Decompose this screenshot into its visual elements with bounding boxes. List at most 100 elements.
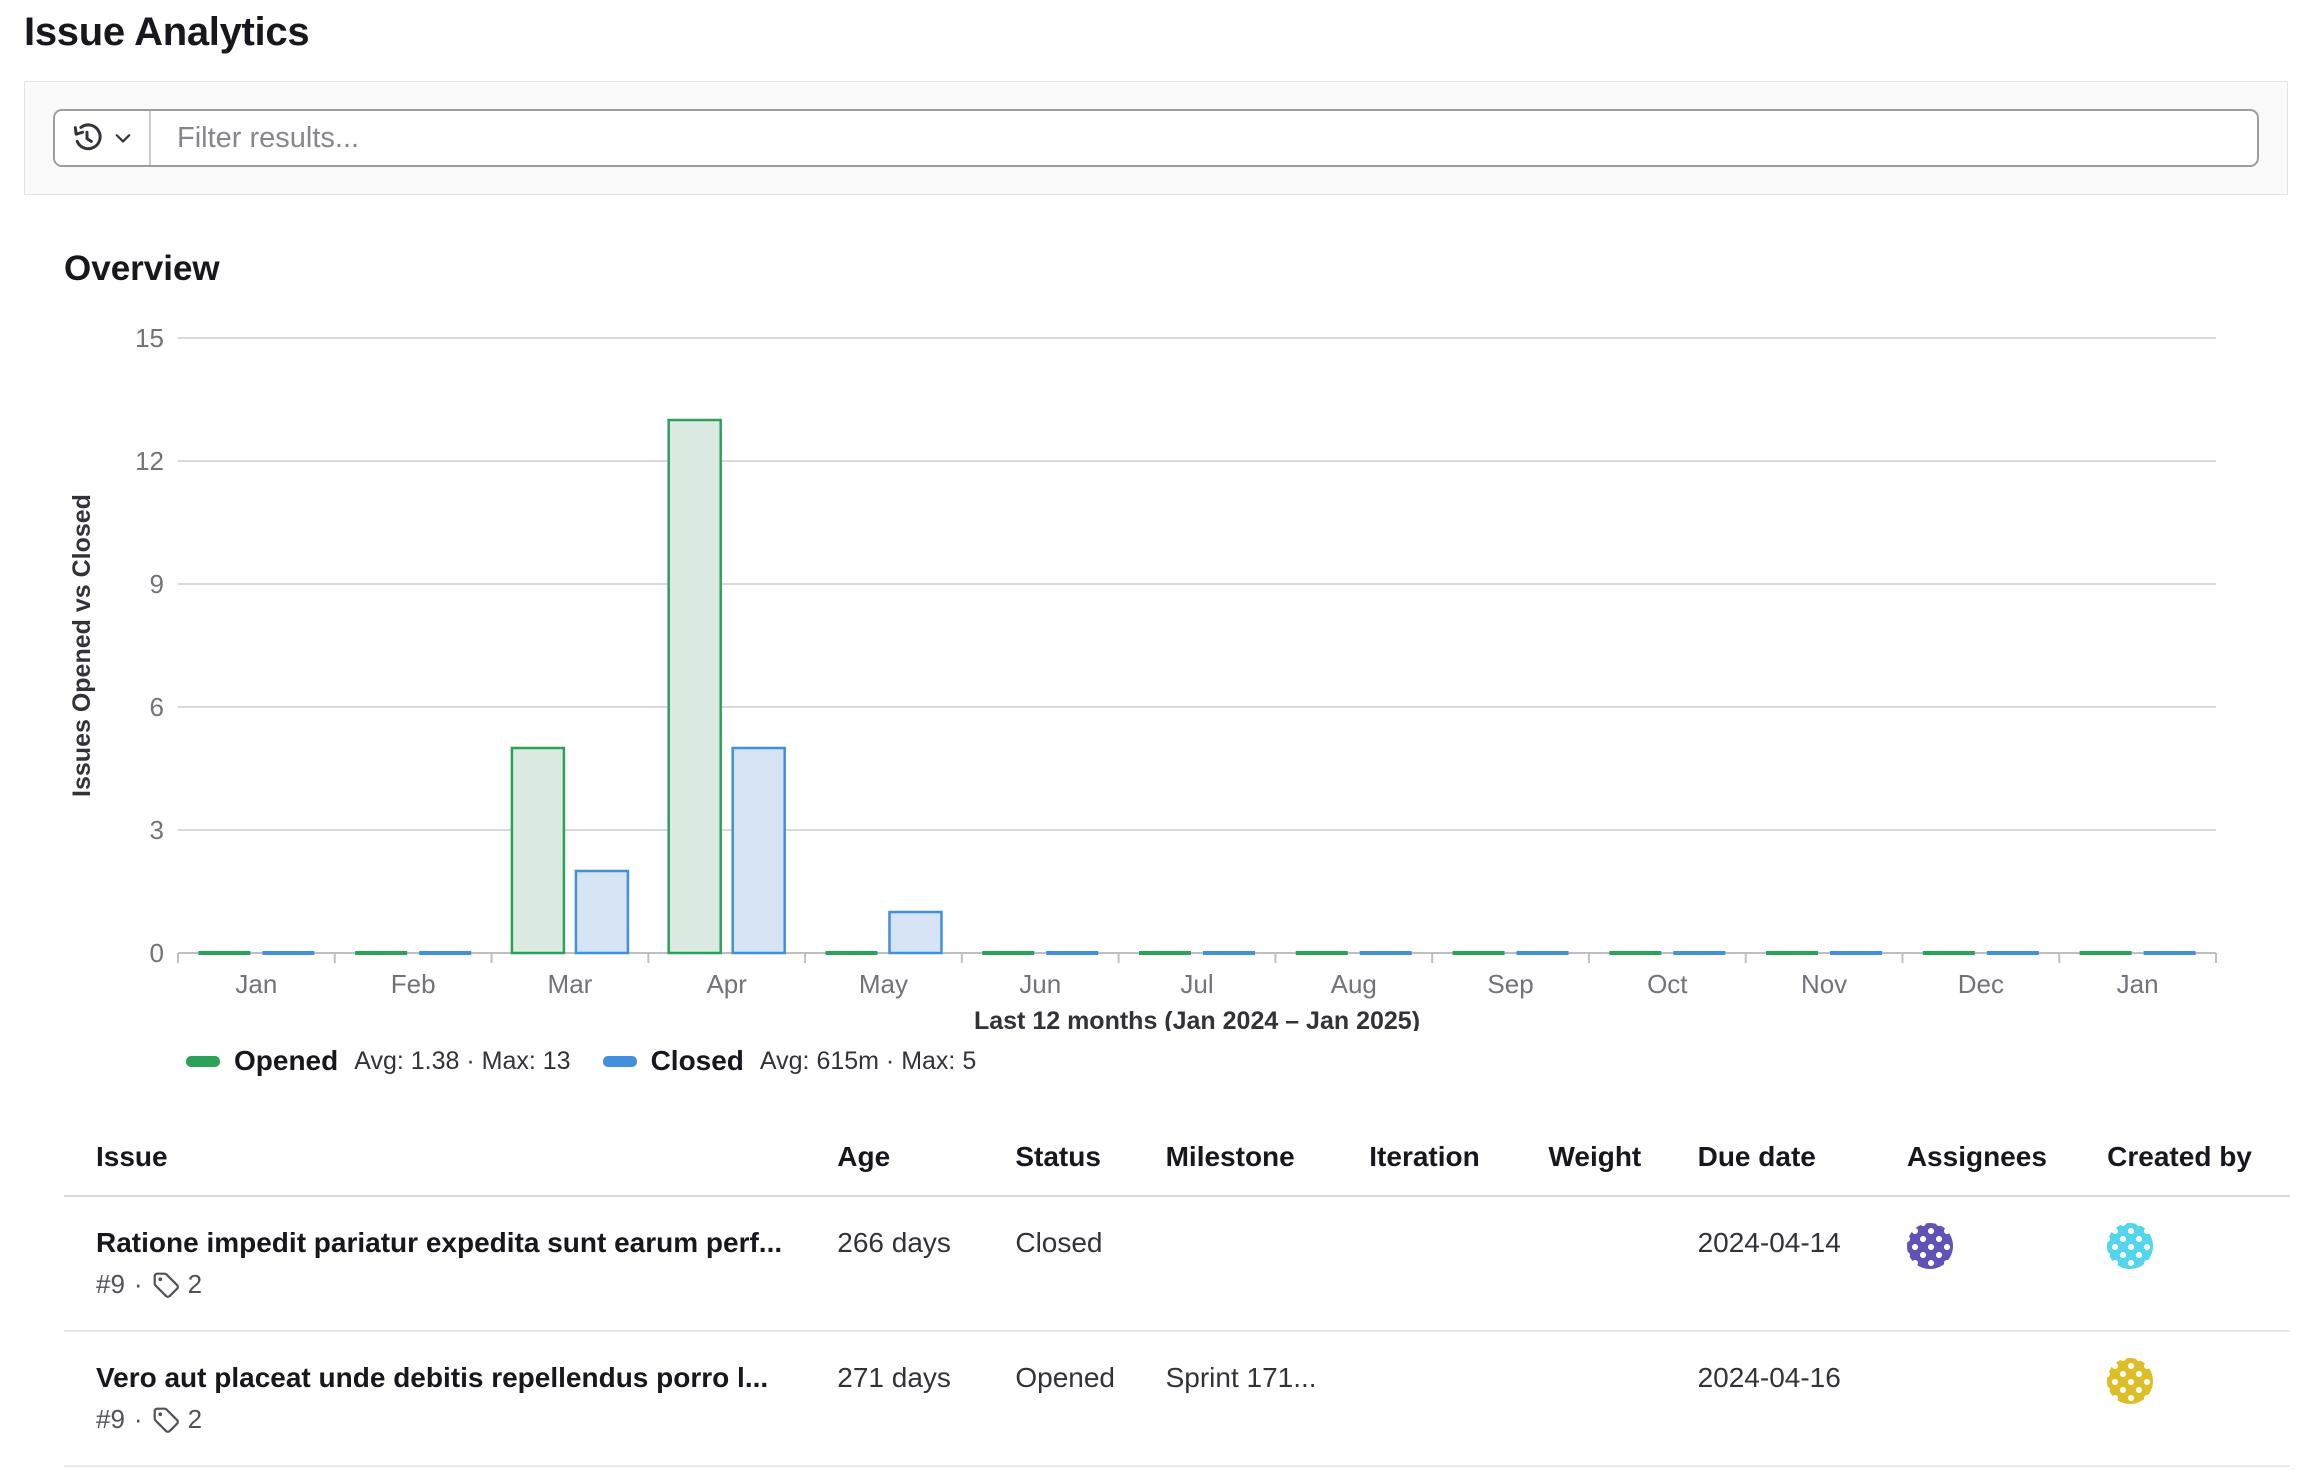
bar-closed-Jul [1203, 951, 1255, 955]
issue-link[interactable]: Vero aut placeat unde debitis repellendu… [96, 1362, 769, 1393]
x-tick-label: Jun [1019, 969, 1061, 999]
chart-legend: Opened Avg: 1.38 · Max: 13 Closed Avg: 6… [186, 1045, 2290, 1077]
age-cell: 271 days [805, 1331, 984, 1467]
bar-opened-Oct [1609, 951, 1662, 955]
status-cell: Closed [983, 1196, 1134, 1332]
issue-meta: #9 · 2 [96, 1269, 789, 1300]
table-row: Vero aut placeat unde debitis repellendu… [64, 1331, 2290, 1467]
column-header-due-date: Due date [1665, 1127, 1875, 1197]
due-date-cell: 2024-04-16 [1665, 1331, 1875, 1467]
bar-opened-Dec [1922, 951, 1975, 955]
bar-opened-Jun [982, 951, 1035, 955]
column-header-assignees: Assignees [1874, 1127, 2076, 1197]
created-by-avatar[interactable] [2107, 1358, 2154, 1404]
label-tag-icon [153, 1272, 179, 1298]
x-axis-title: Last 12 months (Jan 2024 – Jan 2025) [974, 1007, 1420, 1031]
issue-ref: #9 [96, 1404, 125, 1434]
x-tick-label: Jan [2117, 969, 2159, 999]
history-icon [73, 123, 102, 151]
due-date-cell: 2024-04-14 [1665, 1196, 1875, 1332]
y-tick-label: 6 [150, 692, 164, 722]
y-tick-label: 12 [135, 446, 164, 476]
filter-history-button[interactable] [55, 111, 151, 165]
issue-cell: Vero aut placeat unde debitis repellendu… [64, 1331, 806, 1467]
filter-input-group [53, 109, 2259, 167]
assignee-avatar[interactable] [1906, 1223, 1953, 1269]
x-tick-label: Mar [548, 969, 593, 999]
created-by-cell [2075, 1331, 2290, 1467]
bar-closed-Dec [1986, 951, 2039, 955]
meta-separator: · [133, 1269, 143, 1299]
assignees-cell [1874, 1331, 2076, 1467]
y-tick-label: 3 [150, 815, 164, 845]
issues-table: Issue Age Status Milestone Iteration Wei… [64, 1127, 2290, 1467]
bar-closed-Mar [574, 869, 630, 955]
label-count: 2 [187, 1269, 203, 1299]
bar-closed-Jan [262, 951, 315, 955]
bar-opened-Jan [198, 951, 251, 955]
filter-input[interactable] [151, 111, 2257, 165]
x-tick-label: Nov [1801, 969, 1847, 999]
bar-closed-Apr [731, 746, 786, 955]
bar-opened-Jul [1139, 951, 1191, 955]
column-header-status: Status [983, 1127, 1134, 1197]
legend-stats-closed: Avg: 615m · Max: 5 [759, 1046, 977, 1075]
column-header-milestone: Milestone [1133, 1127, 1338, 1197]
column-header-weight: Weight [1516, 1127, 1666, 1197]
legend-label-closed: Closed [650, 1045, 744, 1076]
table-header-row: Issue Age Status Milestone Iteration Wei… [64, 1127, 2290, 1197]
milestone-cell [1133, 1196, 1338, 1332]
y-axis-title: Issues Opened vs Closed [68, 494, 96, 797]
y-tick-label: 9 [150, 569, 164, 599]
x-tick-label: Jan [235, 969, 277, 999]
bar-closed-Jun [1046, 951, 1099, 955]
y-tick-label: 0 [150, 938, 164, 968]
created-by-avatar[interactable] [2107, 1223, 2154, 1269]
created-by-cell [2075, 1196, 2290, 1332]
column-header-age: Age [805, 1127, 984, 1197]
chevron-down-icon [115, 134, 131, 143]
bar-closed-Aug [1359, 951, 1412, 955]
issues-opened-closed-chart: 0 3 6 9 12 15 Issues Opened vs Closed Jan Feb Mar… [64, 315, 2290, 1077]
x-tick-label: Oct [1647, 969, 1688, 999]
bar-closed-Feb [419, 951, 472, 955]
x-tick-label: May [859, 969, 908, 999]
issue-link[interactable]: Ratione impedit pariatur expedita sunt e… [96, 1227, 783, 1258]
page-title: Issue Analytics [24, 10, 310, 54]
legend-item-closed: Closed Avg: 615m · Max: 5 [602, 1045, 977, 1077]
legend-swatch-closed [602, 1055, 637, 1067]
bar-opened-Mar [510, 746, 566, 955]
column-header-iteration: Iteration [1337, 1127, 1517, 1197]
age-cell: 266 days [805, 1196, 984, 1332]
y-tick-label: 15 [135, 323, 164, 353]
bar-opened-May [825, 951, 878, 955]
legend-item-opened: Opened Avg: 1.38 · Max: 13 [186, 1045, 571, 1077]
chart-canvas: 0 3 6 9 12 15 Issues Opened vs Closed Jan Feb Mar… [68, 323, 2217, 1031]
bar-opened-Sep [1452, 951, 1505, 955]
bar-opened-Apr [667, 418, 722, 955]
label-tag-icon [153, 1407, 179, 1433]
x-tick-label: Feb [391, 969, 436, 999]
legend-label-opened: Opened [234, 1045, 339, 1076]
issue-meta: #9 · 2 [96, 1404, 789, 1435]
bar-opened-Jan [2079, 951, 2132, 955]
x-tick-label: Aug [1331, 969, 1377, 999]
assignees-cell [1874, 1196, 2076, 1332]
x-tick-label: Jul [1180, 969, 1213, 999]
weight-cell [1516, 1331, 1666, 1467]
x-tick-label: Sep [1487, 969, 1533, 999]
bar-closed-May [888, 910, 943, 955]
bar-opened-Feb [355, 951, 408, 955]
legend-stats-opened: Avg: 1.38 · Max: 13 [354, 1046, 571, 1075]
filter-bar [24, 81, 2288, 195]
bar-closed-Jan [2143, 951, 2196, 955]
milestone-cell: Sprint 171... [1133, 1331, 1338, 1467]
table-row: Ratione impedit pariatur expedita sunt e… [64, 1196, 2290, 1332]
issue-ref: #9 [96, 1269, 125, 1299]
column-header-created-by: Created by [2075, 1127, 2290, 1197]
bar-opened-Aug [1295, 951, 1348, 955]
issue-cell: Ratione impedit pariatur expedita sunt e… [64, 1196, 806, 1332]
weight-cell [1516, 1196, 1666, 1332]
bar-closed-Sep [1516, 951, 1569, 955]
overview-heading: Overview [64, 249, 220, 288]
